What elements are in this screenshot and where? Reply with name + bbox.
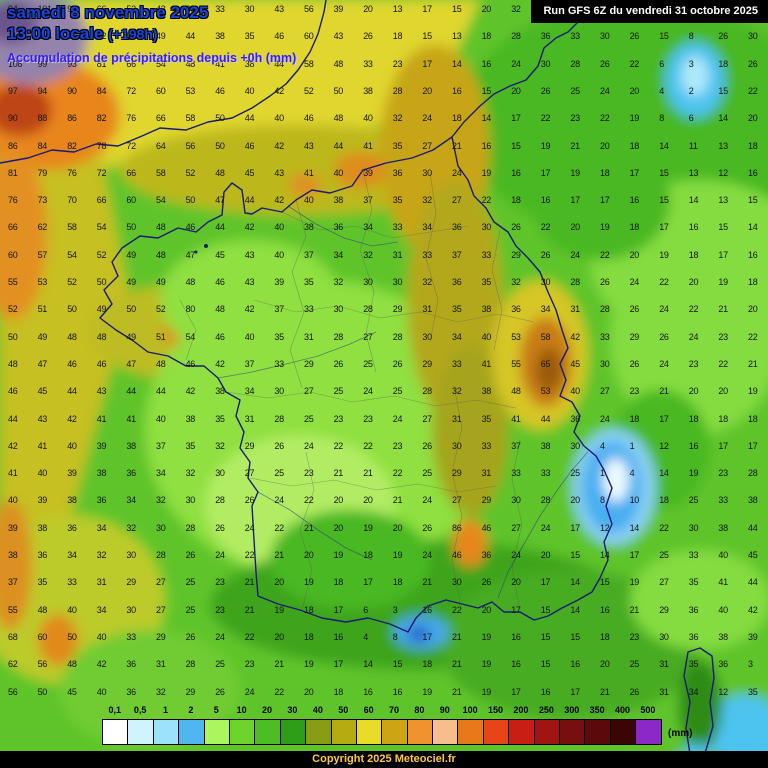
england-coast: [0, 0, 327, 164]
legend-swatch: [585, 720, 611, 744]
legend-swatch: [407, 720, 434, 744]
legend-label: 200: [513, 705, 529, 715]
date-text: samedi 8 novembre 2025: [7, 3, 209, 22]
legend-label: 250: [538, 705, 554, 715]
legend-label: 500: [640, 705, 656, 715]
forecast-offset: (+198h): [108, 26, 158, 42]
coastlines: [0, 0, 715, 763]
legend-label: 30: [287, 705, 298, 715]
legend-swatch: [382, 720, 408, 744]
belgium-coast: [451, 21, 579, 138]
legend-labels: 0,1 0,5 1 2 5 10 20 30 40 50 60 70 80 90 100 150 200 250 3…: [102, 705, 661, 715]
legend-swatch: [458, 720, 484, 744]
run-info-text: Run GFS 6Z du vendredi 31 octobre 2025: [543, 5, 758, 17]
legend-swatch: [534, 720, 561, 744]
legend-label: 90: [439, 705, 450, 715]
legend-swatch: [636, 720, 661, 744]
legend-swatch: [356, 720, 383, 744]
legend-swatch: [153, 720, 180, 744]
legend-swatch: [280, 720, 307, 744]
legend-swatch: [483, 720, 510, 744]
department-borders: [179, 169, 535, 611]
rivers: [217, 205, 589, 599]
legend-swatch: [204, 720, 230, 744]
legend-swatch: [331, 720, 357, 744]
legend-label: 20: [262, 705, 273, 715]
date-title: samedi 8 novembre 2025: [7, 2, 296, 23]
legend-label: 10: [236, 705, 247, 715]
legend-swatch: [179, 720, 205, 744]
legend-label: 70: [388, 705, 399, 715]
legend-label: 400: [614, 705, 631, 715]
legend-swatch: [610, 720, 637, 744]
legend-label: 2: [188, 705, 194, 715]
legend-unit-label: (mm): [668, 728, 693, 739]
time-title: 13:00 locale (+198h): [7, 23, 296, 45]
legend-label: 50: [338, 705, 349, 715]
legend-label: 80: [414, 705, 425, 715]
legend-label: 60: [363, 705, 374, 715]
run-info-box: Run GFS 6Z du vendredi 31 octobre 2025: [531, 0, 768, 23]
corsica-outline: [683, 647, 715, 763]
legend-label: 5: [213, 705, 219, 715]
legend-swatch: [255, 720, 281, 744]
legend-swatch: [509, 720, 535, 744]
legend-label: 350: [589, 705, 605, 715]
copyright-bar: Copyright 2025 Meteociel.fr: [0, 751, 768, 768]
legend-label: 300: [564, 705, 580, 715]
legend-label: 1: [162, 705, 168, 715]
map-subtitle: Accumulation de précipitations depuis +0…: [7, 51, 297, 65]
legend-label: 0,5: [133, 705, 147, 715]
legend-label: 150: [488, 705, 504, 715]
copyright-text: Copyright 2025 Meteociel.fr: [312, 753, 456, 765]
legend-swatch: [229, 720, 256, 744]
legend-bar: [102, 719, 662, 745]
legend-label: 100: [462, 705, 478, 715]
france-outline: [99, 136, 613, 633]
time-text: 13:00 locale: [7, 24, 104, 43]
legend-swatch: [128, 720, 154, 744]
legend-swatch: [433, 720, 459, 744]
legend-label: 40: [312, 705, 323, 715]
legend-swatch: [103, 720, 129, 744]
legend-swatch: [560, 720, 586, 744]
legend-swatch: [306, 720, 332, 744]
map-titles: samedi 8 novembre 2025 13:00 locale (+19…: [7, 2, 296, 65]
legend-label: 0,1: [108, 705, 121, 715]
